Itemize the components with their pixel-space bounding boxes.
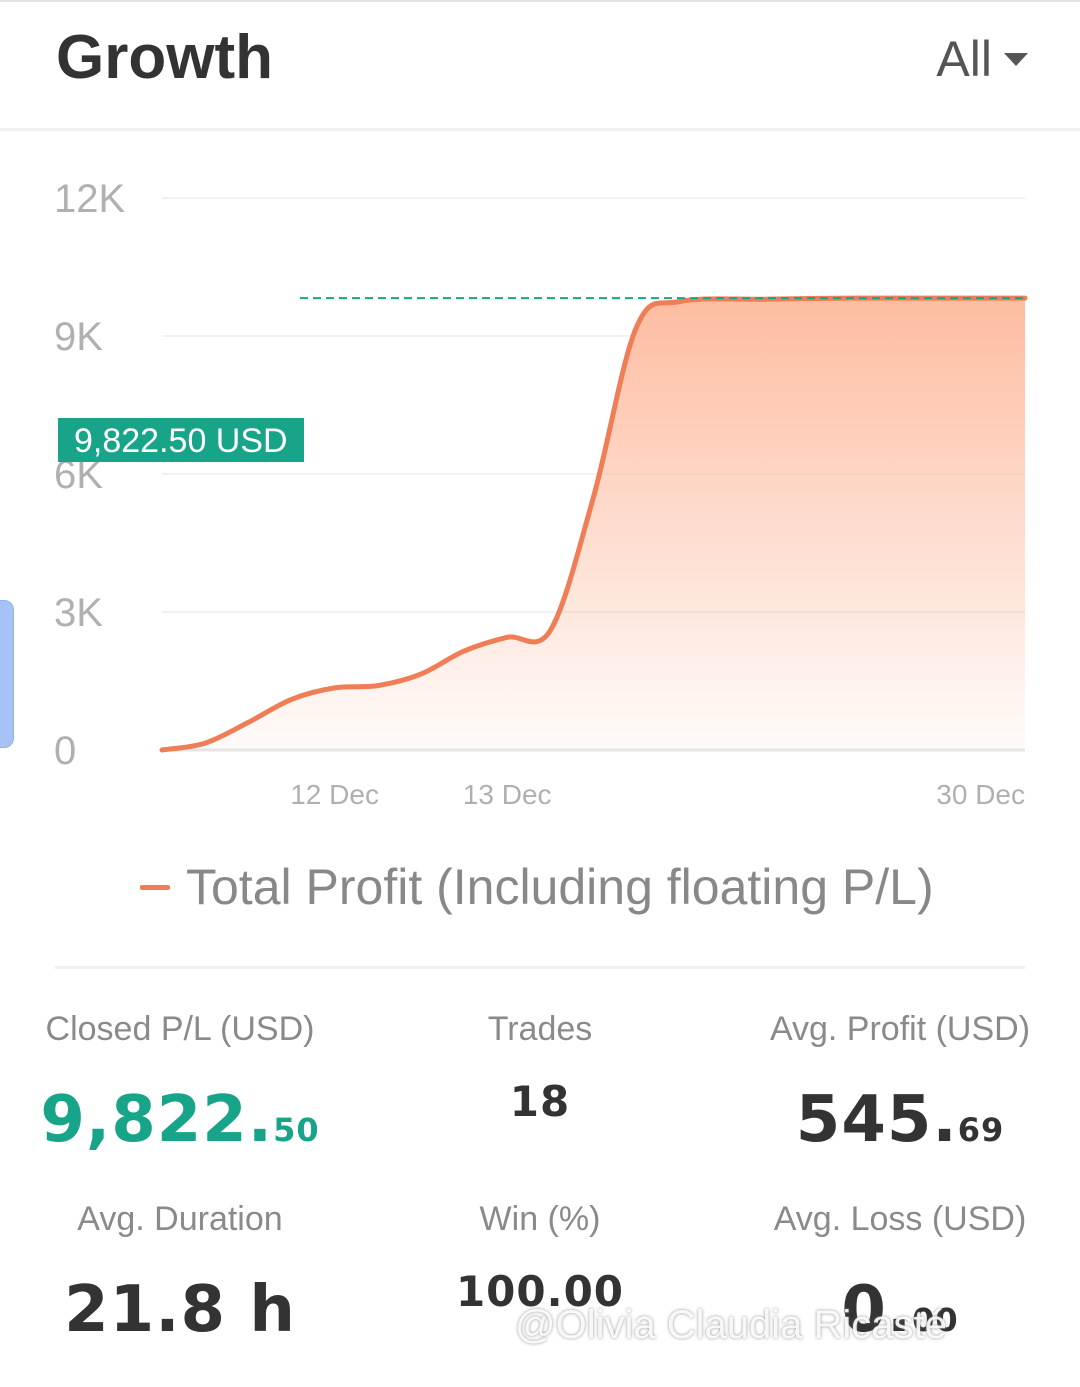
side-pull-tab[interactable]: [0, 600, 14, 748]
stat-closed-pl: Closed P/L (USD) 9,822.50: [0, 1010, 360, 1157]
closed-pl-label: Closed P/L (USD): [45, 1010, 315, 1048]
profit-area: [162, 298, 1025, 750]
y-tick-label: 0: [54, 729, 76, 773]
profit-line: [159, 295, 1028, 753]
trades-value: 18: [509, 1077, 571, 1126]
stat-win-rate: Win (%) 100.00: [360, 1200, 720, 1316]
x-tick-label: 12 Dec: [290, 779, 379, 810]
y-tick-label: 12K: [54, 177, 125, 221]
avg-profit-value: 545.69: [720, 1083, 1080, 1157]
avg-duration-label: Avg. Duration: [77, 1200, 283, 1238]
header-divider: [0, 128, 1080, 131]
avg-loss-value: 0.00: [720, 1273, 1080, 1347]
trades-label: Trades: [487, 1010, 593, 1048]
win-rate-label: Win (%): [479, 1200, 601, 1238]
y-tick-label: 3K: [54, 591, 103, 635]
closed-pl-dec: 50: [273, 1111, 320, 1149]
x-tick-label: 30 Dec: [936, 779, 1025, 810]
win-rate-value: 100.00: [455, 1267, 625, 1316]
section-divider: [55, 966, 1025, 969]
y-tick-label: 9K: [54, 315, 103, 359]
top-border: [0, 0, 1080, 2]
stat-avg-duration: Avg. Duration 21.8 h: [0, 1200, 360, 1347]
avg-duration-value: 21.8 h: [64, 1273, 296, 1347]
avg-profit-dec: 69: [957, 1111, 1005, 1149]
chart-legend: Total Profit (Including floating P/L): [140, 858, 934, 916]
stat-trades: Trades 18: [360, 1010, 720, 1126]
closed-pl-value: 9,822.50: [0, 1083, 360, 1157]
closed-pl-int: 9,822.: [40, 1083, 274, 1157]
stat-avg-profit: Avg. Profit (USD) 545.69: [720, 1010, 1080, 1157]
current-value-marker: 9,822.50 USD: [58, 418, 304, 462]
period-filter-dropdown[interactable]: All: [936, 30, 1028, 88]
caret-down-icon: [1004, 52, 1028, 66]
watermark: @Olivia Claudia Ricasté: [515, 1303, 947, 1347]
x-tick-label: 13 Dec: [463, 779, 552, 810]
legend-swatch: [140, 884, 170, 890]
avg-loss-dec: 00: [912, 1301, 959, 1339]
period-filter-label: All: [936, 31, 992, 87]
page-title: Growth: [56, 23, 273, 92]
growth-chart: 12K 9K 6K 3K 0 12 Dec 13 Dec 30 Dec 9,822.50 U…: [0, 140, 1080, 840]
stat-avg-loss: Avg. Loss (USD) 0.00: [720, 1200, 1080, 1347]
avg-loss-int: 0.: [841, 1273, 913, 1347]
legend-label: Total Profit (Including floating P/L): [186, 859, 934, 915]
avg-loss-label: Avg. Loss (USD): [773, 1200, 1027, 1238]
avg-profit-int: 545.: [795, 1083, 958, 1157]
header: Growth All: [0, 2, 1080, 128]
avg-profit-label: Avg. Profit (USD): [769, 1010, 1031, 1048]
